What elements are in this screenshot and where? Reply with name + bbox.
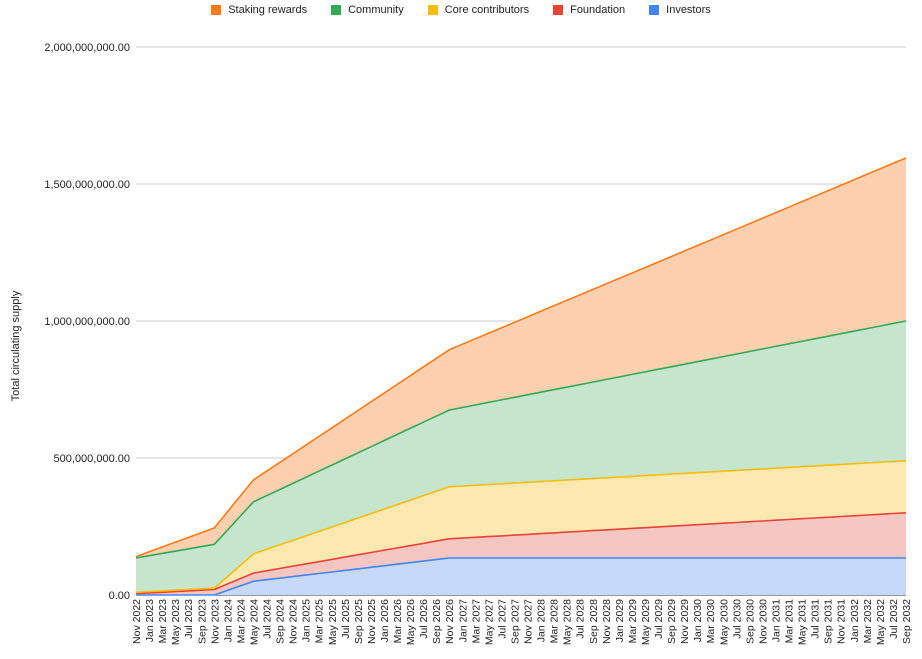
x-tick-label: Mar 2027 — [470, 599, 482, 644]
legend-swatch-core-contributors — [427, 5, 438, 15]
area-investors — [136, 558, 906, 595]
x-tick-label: May 2030 — [718, 599, 730, 645]
x-tick-label: Jul 2023 — [183, 599, 195, 639]
x-tick-label: May 2024 — [249, 599, 261, 645]
x-tick-label: Sep 2026 — [431, 599, 443, 644]
legend-swatch-community — [331, 5, 342, 15]
x-tick-label: Nov 2023 — [209, 599, 221, 644]
x-tick-label: Mar 2023 — [157, 599, 169, 644]
x-tick-label: Jan 2032 — [849, 599, 861, 642]
x-tick-label: Sep 2024 — [275, 599, 287, 644]
x-tick-label: Nov 2030 — [757, 599, 769, 644]
x-tick-label: Jul 2027 — [496, 599, 508, 639]
x-tick-label: May 2032 — [875, 599, 887, 645]
x-tick-label: Mar 2024 — [235, 599, 247, 644]
line-investors — [136, 557, 906, 596]
x-tick-label: Nov 2024 — [288, 599, 300, 644]
line-foundation — [135, 512, 907, 595]
x-tick-label: Jan 2026 — [379, 599, 391, 642]
y-tick-label: 2,000,000,000.00 — [44, 42, 130, 54]
x-tick-label: May 2025 — [327, 599, 339, 645]
x-tick-label: Nov 2022 — [131, 599, 143, 644]
legend-label-staking-rewards: Staking rewards — [228, 4, 308, 16]
x-tick-label: Mar 2026 — [392, 599, 404, 644]
legend-item-core-contributors[interactable]: Core contributors — [427, 4, 530, 16]
x-tick-label: Jan 2031 — [771, 599, 783, 642]
x-tick-label: Sep 2030 — [744, 599, 756, 644]
area-staking-rewards — [136, 158, 906, 558]
x-tick-label: Jul 2026 — [418, 599, 430, 639]
x-tick-label: Mar 2028 — [549, 599, 561, 644]
x-tick-label: Jan 2028 — [536, 599, 548, 642]
legend-label-foundation: Foundation — [570, 4, 626, 16]
x-tick-label: Jul 2025 — [340, 599, 352, 639]
legend-item-community[interactable]: Community — [331, 4, 404, 16]
x-tick-label: Jan 2030 — [692, 599, 704, 642]
x-tick-label: Jul 2030 — [731, 599, 743, 639]
x-tick-label: Mar 2030 — [705, 599, 717, 644]
legend-item-foundation[interactable]: Foundation — [553, 4, 625, 16]
x-tick-label: May 2023 — [170, 599, 182, 645]
x-tick-label: Jan 2025 — [301, 599, 313, 642]
x-tick-label: Nov 2026 — [444, 599, 456, 644]
line-core-contributors — [135, 459, 907, 594]
x-tick-label: Mar 2025 — [314, 599, 326, 644]
y-tick-label: 1,000,000,000.00 — [44, 316, 130, 328]
area-foundation — [136, 512, 906, 595]
x-tick-label: Jul 2024 — [262, 599, 274, 639]
x-tick-label: Mar 2031 — [784, 599, 796, 644]
legend-label-community: Community — [348, 4, 404, 16]
x-tick-label: May 2029 — [640, 599, 652, 645]
x-tick-label: Nov 2028 — [601, 599, 613, 644]
x-tick-label: May 2028 — [562, 599, 574, 645]
x-tick-label: Nov 2027 — [523, 599, 535, 644]
x-tick-label: Jul 2031 — [810, 599, 822, 639]
x-tick-label: Nov 2029 — [679, 599, 691, 644]
legend-swatch-foundation — [553, 5, 564, 15]
x-tick-label: Sep 2029 — [666, 599, 678, 644]
legend-swatch-investors — [649, 5, 660, 15]
legend-label-core-contributors: Core contributors — [444, 4, 530, 16]
x-tick-label: Jan 2027 — [457, 599, 469, 642]
area-community — [136, 321, 906, 593]
x-tick-label: Jan 2023 — [144, 599, 156, 642]
legend-item-investors[interactable]: Investors — [649, 4, 711, 16]
y-tick-label: 0.00 — [109, 590, 130, 602]
x-tick-label: Jul 2029 — [653, 599, 665, 639]
y-tick-label: 1,500,000,000.00 — [44, 179, 130, 191]
x-tick-label: Sep 2028 — [588, 599, 600, 644]
x-tick-label: Jul 2028 — [575, 599, 587, 639]
x-tick-label: Sep 2032 — [901, 599, 913, 644]
x-tick-label: Jan 2024 — [222, 599, 234, 642]
x-tick-label: Sep 2031 — [823, 599, 835, 644]
y-tick-label: 500,000,000.00 — [54, 453, 130, 465]
x-tick-label: Nov 2025 — [366, 599, 378, 644]
x-tick-label: Nov 2031 — [836, 599, 848, 644]
legend-swatch-staking-rewards — [211, 5, 222, 15]
line-community — [135, 320, 907, 559]
x-tick-label: May 2026 — [405, 599, 417, 645]
x-tick-label: Sep 2023 — [196, 599, 208, 644]
x-tick-label: May 2027 — [483, 599, 495, 645]
x-tick-label: Mar 2029 — [627, 599, 639, 644]
line-staking-rewards — [135, 157, 907, 558]
legend-item-staking-rewards[interactable]: Staking rewards — [211, 4, 307, 16]
x-tick-label: May 2031 — [797, 599, 809, 645]
x-tick-label: Jul 2032 — [888, 599, 900, 639]
x-tick-label: Mar 2032 — [862, 599, 874, 644]
x-tick-label: Jan 2029 — [614, 599, 626, 642]
legend-label-investors: Investors — [666, 4, 711, 16]
area-core-contributors — [136, 460, 906, 594]
x-tick-label: Sep 2027 — [510, 599, 522, 644]
chart-legend: Staking rewards Community Core contribut… — [0, 4, 922, 16]
x-tick-label: Sep 2025 — [353, 599, 365, 644]
